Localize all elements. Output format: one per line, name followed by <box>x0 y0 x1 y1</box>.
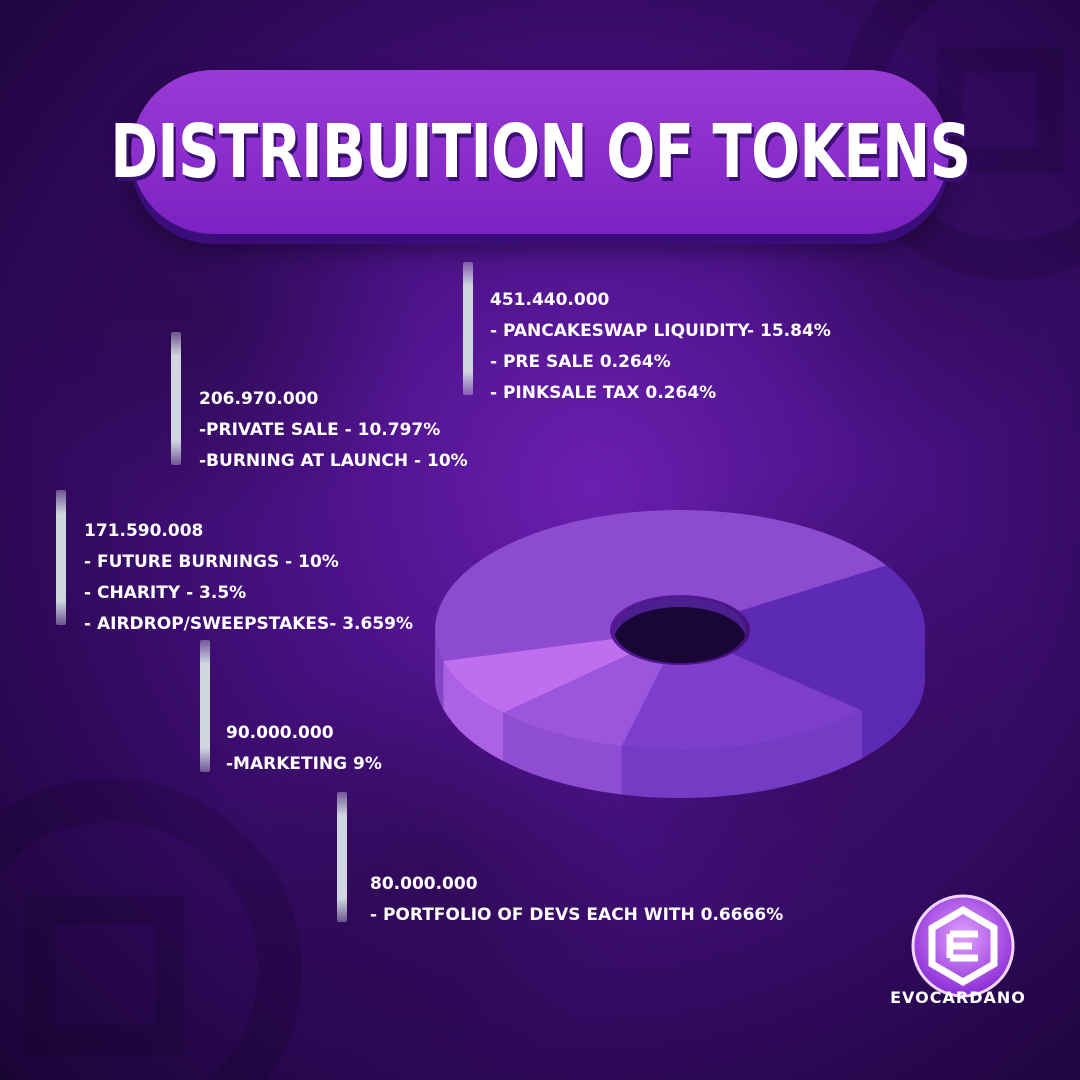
legend-block-2: 206.970.000 -PRIVATE SALE - 10.797% -BUR… <box>199 384 468 477</box>
title-banner: DISTRIBUITION OF TOKENS <box>110 70 971 234</box>
legend-bar-1 <box>463 262 473 395</box>
legend-amount-1: 451.440.000 <box>490 290 610 310</box>
donut-hole <box>614 597 746 663</box>
legend-block-3: 171.590.008 - FUTURE BURNINGS - 10% - CH… <box>84 516 413 640</box>
legend-line: -MARKETING 9% <box>226 754 382 774</box>
donut-slice-5 <box>443 639 630 714</box>
legend-bar-2 <box>171 332 181 465</box>
legend-amount-2: 206.970.000 <box>199 389 319 409</box>
legend-line: -PRIVATE SALE - 10.797% <box>199 420 441 440</box>
legend-bar-4 <box>200 640 210 772</box>
legend-amount-3: 171.590.008 <box>84 521 204 541</box>
legend-line: - CHARITY - 3.5% <box>84 583 247 603</box>
legend-block-4: 90.000.000 -MARKETING 9% <box>226 718 382 780</box>
legend-line: - PORTFOLIO OF DEVS EACH WITH 0.6666% <box>370 905 784 925</box>
legend-block-5: 80.000.000 - PORTFOLIO OF DEVS EACH WITH… <box>370 869 783 931</box>
token-distribution-donut-chart <box>435 510 925 798</box>
donut-slice-4 <box>503 654 664 747</box>
legend-line: - PINKSALE TAX 0.264% <box>490 383 717 403</box>
legend-line: - PRE SALE 0.264% <box>490 352 671 372</box>
page-title: DISTRIBUITION OF TOKENS <box>109 109 971 195</box>
donut-slice-1 <box>435 510 887 662</box>
donut-slice-3 <box>621 653 862 750</box>
background-logo-watermark-bottom-left <box>0 778 302 1080</box>
legend-line: - PANCAKESWAP LIQUIDITY- 15.84% <box>490 321 831 341</box>
legend-line: - FUTURE BURNINGS - 10% <box>84 552 339 572</box>
legend-block-1: 451.440.000 - PANCAKESWAP LIQUIDITY- 15.… <box>490 285 831 409</box>
donut-slice-side-3 <box>621 710 862 798</box>
donut-slice-side-5 <box>443 661 504 762</box>
legend-line: - AIRDROP/SWEEPSTAKES- 3.659% <box>84 614 414 634</box>
donut-slice-side-4 <box>503 713 622 795</box>
donut-slice-2 <box>731 565 925 711</box>
legend-bar-3 <box>56 490 66 625</box>
evocardano-logo-icon <box>911 894 1015 998</box>
brand-name: EVOCARDANO <box>890 988 1026 1007</box>
legend-amount-4: 90.000.000 <box>226 723 334 743</box>
legend-amount-5: 80.000.000 <box>370 874 478 894</box>
legend-line: -BURNING AT LAUNCH - 10% <box>199 451 468 471</box>
donut-hole-inner-wall <box>614 597 746 640</box>
legend-bar-5 <box>337 792 347 922</box>
donut-slice-side-1 <box>435 630 444 710</box>
donut-slice-side-2 <box>861 630 925 759</box>
